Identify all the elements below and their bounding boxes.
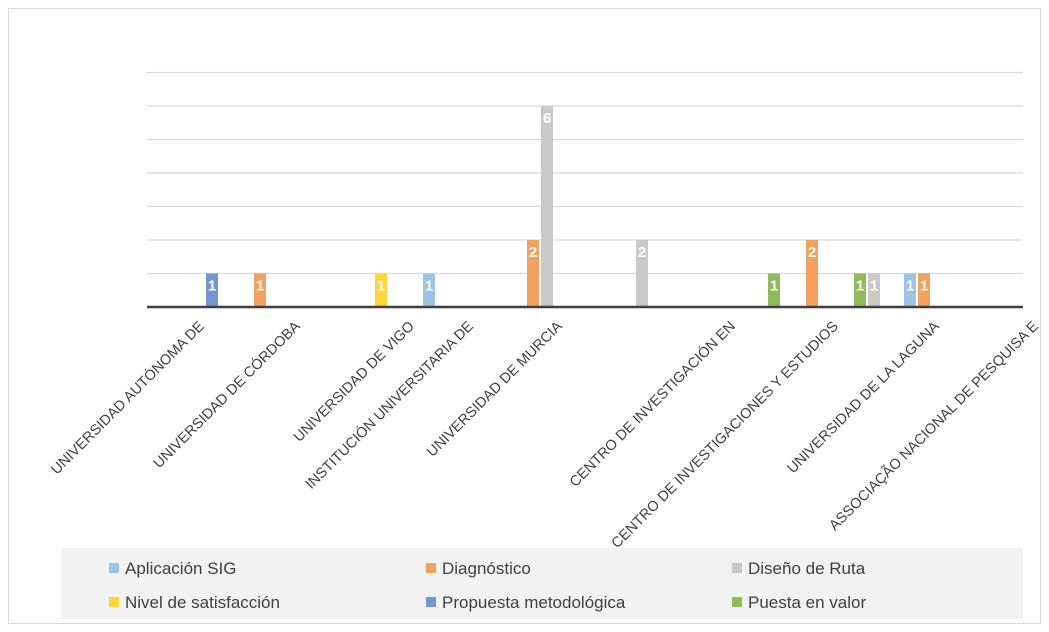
legend-entry: Diseño de Ruta [748, 559, 866, 578]
category-label: UNIVERSIDAD DE VIGO [291, 319, 418, 446]
data-label: 1 [256, 278, 264, 295]
data-label: 1 [377, 278, 385, 295]
category-label: CENTRO DE INVESTIGACIONES Y ESTUDIOS [609, 319, 842, 552]
bar-diagn-stico [527, 240, 539, 307]
legend-entry: Nivel de satisfacción [125, 593, 280, 612]
data-label: 1 [856, 278, 864, 295]
bar-dise-o-de-ruta [636, 240, 648, 307]
bar-dise-o-de-ruta [868, 273, 880, 307]
data-label: 1 [425, 278, 433, 295]
legend: Aplicación SIG Diagnóstico Diseño de Ruta N… [61, 548, 1023, 619]
data-label: 1 [870, 278, 878, 295]
bar-aplicaci-n-sig [904, 273, 916, 307]
legend-entry: Puesta en valor [748, 593, 866, 612]
legend-swatch [426, 597, 436, 607]
bar-propuesta-metodol-gica [206, 273, 218, 307]
legend-swatch [732, 563, 742, 573]
bar-puesta-en-valor [854, 273, 866, 307]
bar-nivel-de-satisfacci-n [375, 273, 387, 307]
legend-entry: Aplicación SIG [125, 559, 237, 578]
legend-box [61, 548, 1023, 619]
legend-swatch [109, 563, 119, 573]
legend-entry: Diagnóstico [442, 559, 531, 578]
legend-swatch [732, 597, 742, 607]
bar-aplicaci-n-sig [423, 273, 435, 307]
data-label: 2 [529, 244, 537, 261]
legend-swatch [109, 597, 119, 607]
legend-swatch [426, 563, 436, 573]
data-label: 1 [770, 278, 778, 295]
bar-dise-o-de-ruta [541, 106, 553, 307]
data-label: 2 [808, 244, 816, 261]
bar-puesta-en-valor [768, 273, 780, 307]
category-label: CENTRO DE INVESTIGACIÓN EN [566, 318, 739, 491]
gridlines [147, 71, 1023, 275]
category-label: ASSOCIAÇÃO NACIONAL DE PESQUISA E [826, 318, 1042, 534]
data-label: 1 [920, 278, 928, 295]
data-label: 2 [638, 244, 646, 261]
data-label: 6 [543, 110, 551, 127]
data-label: 1 [208, 278, 216, 295]
bar-diagn-stico [254, 273, 266, 307]
category-label: UNIVERSIDAD AUTÓNOMA DE [48, 318, 208, 478]
bar-diagn-stico [806, 240, 818, 307]
bar-diagn-stico [918, 273, 930, 307]
legend-entry: Propuesta metodológica [442, 593, 626, 612]
data-label: 1 [906, 278, 914, 295]
